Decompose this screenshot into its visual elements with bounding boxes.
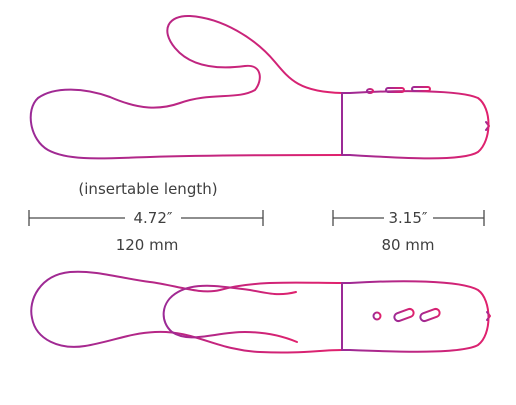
dimension-lines: [28, 210, 485, 226]
top-view-button: [419, 307, 441, 323]
side-view-tip-detail: [485, 121, 490, 131]
insertable-length-mm: 120 mm: [115, 236, 179, 254]
side-view: [29, 14, 490, 160]
top-view-handle-outline: [341, 280, 490, 353]
side-view-handle-outline: [341, 90, 490, 160]
handle-length-inches: 3.15″: [388, 209, 428, 227]
side-view-button: [385, 87, 405, 93]
top-view: [30, 270, 491, 354]
top-view-button: [372, 311, 382, 321]
insertable-length-inches: 4.72″: [133, 209, 173, 227]
side-view-body-outline: [29, 14, 343, 160]
top-view-button: [393, 307, 415, 323]
handle-length-mm: 80 mm: [381, 236, 435, 254]
side-view-button: [411, 86, 431, 92]
top-view-tip-detail: [486, 311, 491, 321]
top-view-shaft-outline: [30, 270, 343, 354]
side-view-button: [366, 88, 374, 94]
insertable-length-caption: (insertable length): [78, 180, 218, 198]
top-view-arm-outline: [162, 284, 298, 343]
